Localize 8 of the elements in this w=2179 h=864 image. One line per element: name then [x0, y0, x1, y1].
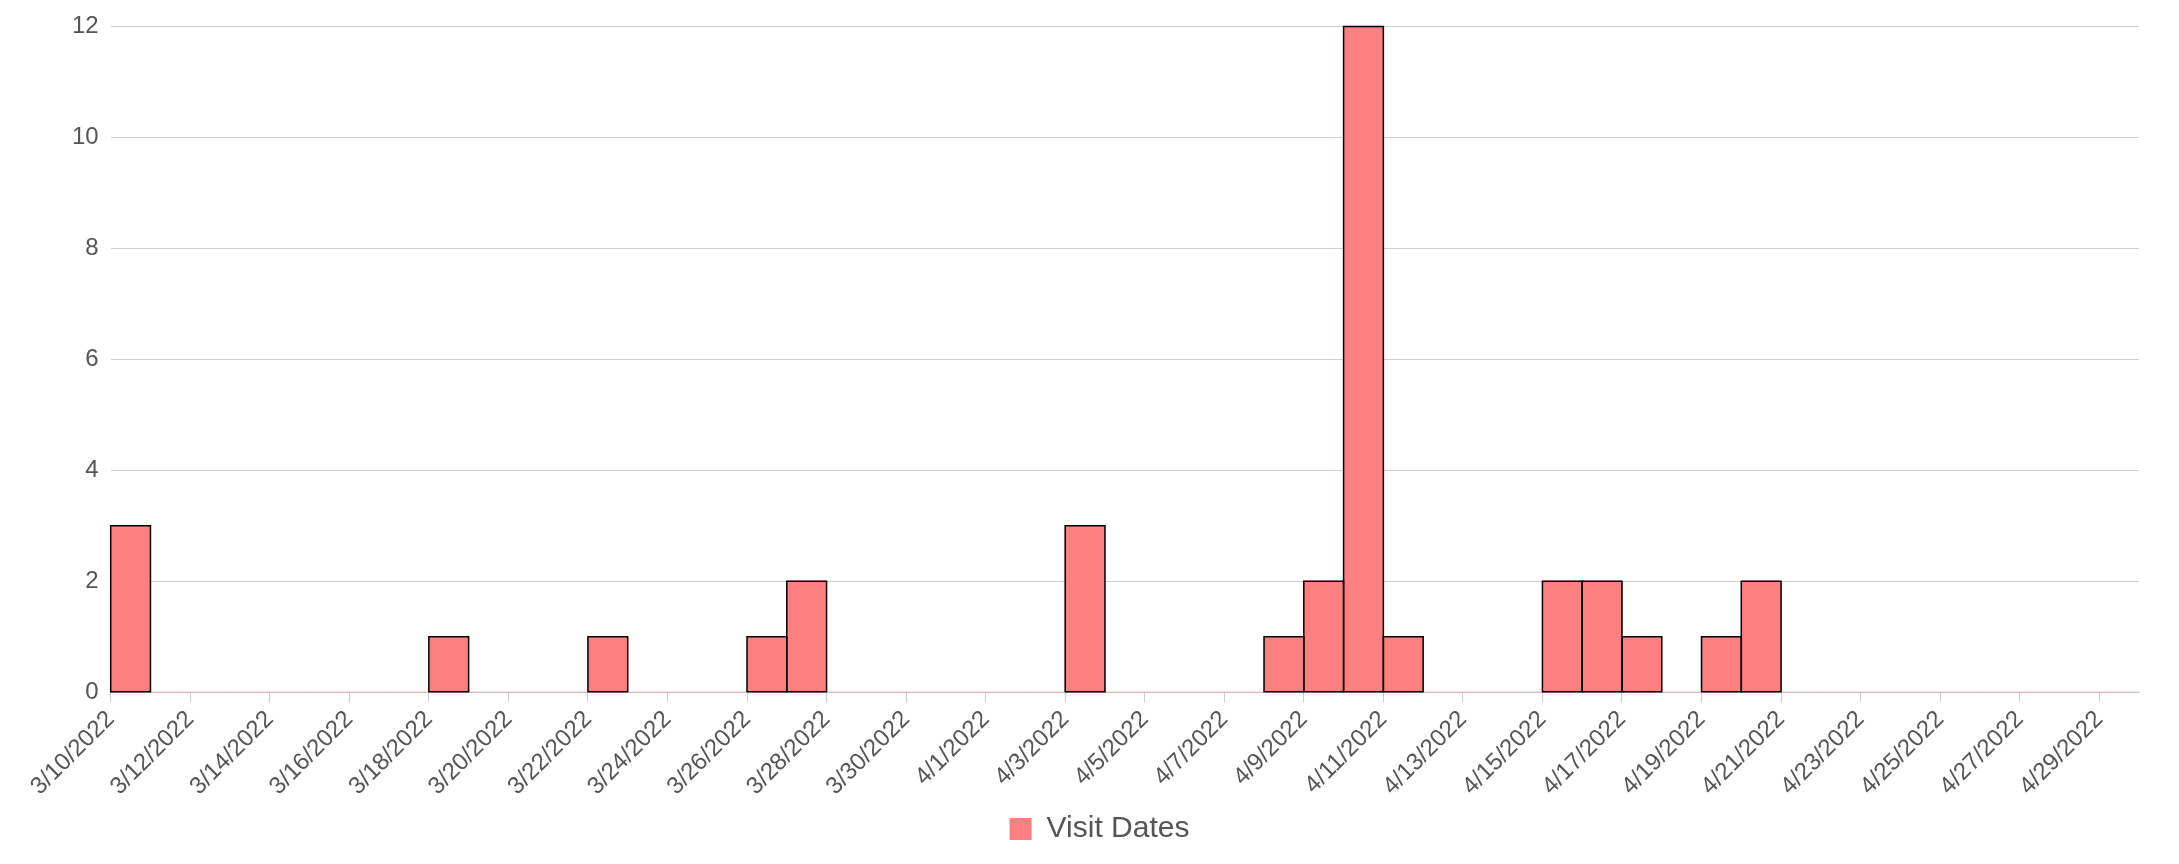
y-tick-label: 0: [85, 676, 99, 704]
y-tick-label: 6: [85, 343, 99, 371]
y-tick-label: 10: [71, 121, 99, 149]
y-tick-label: 12: [71, 11, 99, 39]
y-tick-label: 8: [85, 232, 99, 260]
y-tick-label: 4: [85, 454, 99, 482]
legend-label: Visit Dates: [1046, 810, 1190, 844]
y-tick-label: 2: [85, 565, 99, 593]
